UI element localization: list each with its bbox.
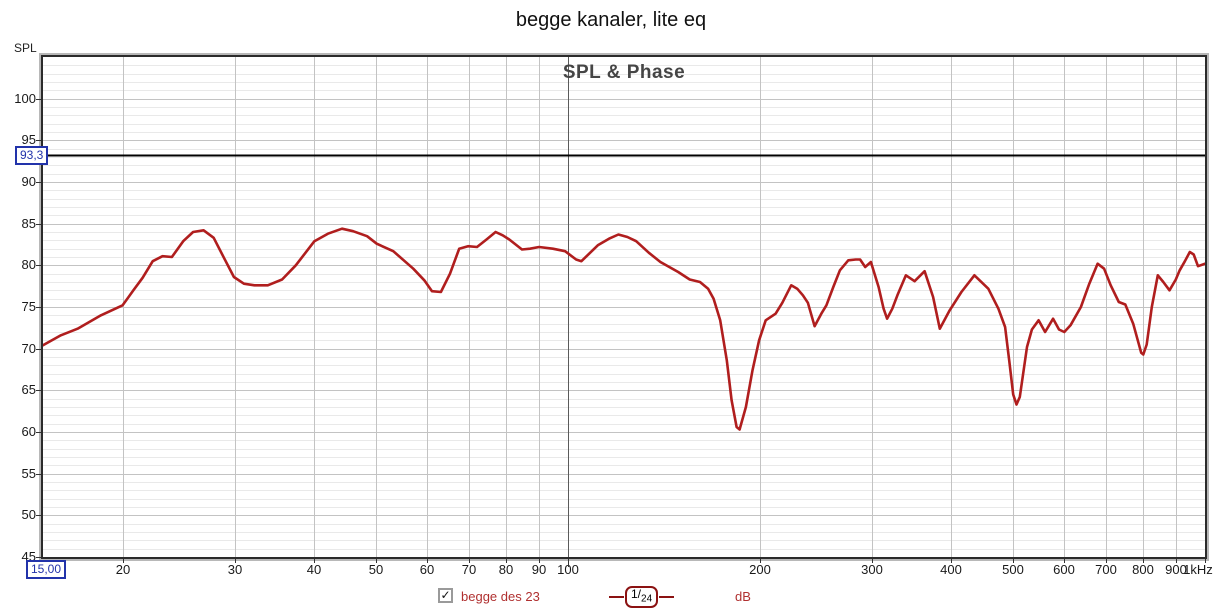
y-tick-label: 60 [21,424,36,439]
x-tick-mark [1143,559,1144,563]
y-tick-label: 95 [21,132,36,147]
x-tick-mark [951,559,952,563]
x-tick-mark [872,559,873,563]
y-axis-title: SPL [14,41,37,55]
x-tick-label: 800 [1132,562,1154,577]
y-tick-mark [36,432,41,433]
y-tick-mark [36,140,41,141]
y-tick-label: 55 [21,466,36,481]
marker-level-readout[interactable]: 93,3 [14,146,49,165]
y-tick-mark [36,515,41,516]
series-visibility-checkbox[interactable]: ✓ [438,588,453,603]
y-tick-label: 80 [21,257,36,272]
series-name-label[interactable]: begge des 23 [461,589,540,604]
y-tick-label: 90 [21,174,36,189]
x-tick-mark [123,559,124,563]
x-axis-start-readout[interactable]: 15,00 [25,560,67,579]
y-tick-mark [36,99,41,100]
y-tick-label: 100 [14,91,36,106]
y-tick-mark [36,390,41,391]
x-tick-label: 100 [557,562,579,577]
x-tick-mark [1064,559,1065,563]
x-tick-mark [427,559,428,563]
x-tick-label: 500 [1002,562,1024,577]
x-tick-mark [1176,559,1177,563]
y-tick-mark [36,349,41,350]
x-tick-mark [760,559,761,563]
x-tick-mark [1013,559,1014,563]
y-tick-mark [36,474,41,475]
smoothing-line-left-icon [609,596,624,598]
x-tick-label: 90 [531,562,547,577]
smoothing-value-badge[interactable]: 1/24 [625,585,659,609]
x-tick-label: 60 [419,562,435,577]
smoothing-line-right-icon [659,596,675,598]
x-tick-mark [376,559,377,563]
y-tick-label: 65 [21,382,36,397]
x-tick-label: 900 [1165,562,1187,577]
y-tick-mark [36,182,41,183]
y-tick-mark [36,265,41,266]
y-tick-label: 45 [21,549,36,564]
x-tick-mark [568,559,569,567]
x-tick-mark [1106,559,1107,563]
x-tick-label: 1kHz [1183,562,1213,577]
y-tick-mark [36,307,41,308]
y-tick-label: 75 [21,299,36,314]
x-tick-label: 40 [306,562,322,577]
x-tick-label: 400 [940,562,962,577]
x-tick-mark [539,559,540,563]
x-tick-mark [314,559,315,563]
x-tick-label: 20 [115,562,131,577]
x-tick-label: 200 [749,562,771,577]
x-tick-mark [506,559,507,563]
smoothing-prefix: 1/ [631,586,642,601]
y-tick-mark [36,557,41,558]
x-tick-label: 80 [498,562,514,577]
smoothing-control[interactable]: 1/24 [609,585,675,609]
x-tick-label: 300 [861,562,883,577]
spl-curve-chart [43,57,1205,557]
y-tick-label: 50 [21,507,36,522]
y-tick-label: 85 [21,216,36,231]
y-tick-label: 70 [21,341,36,356]
page-title: begge kanaler, lite eq [515,9,707,31]
x-tick-label: 600 [1053,562,1075,577]
x-tick-mark [1205,559,1206,563]
x-tick-label: 70 [461,562,477,577]
y-tick-mark [36,224,41,225]
x-tick-mark [235,559,236,563]
chart-plot-area [39,53,1209,561]
x-tick-mark [469,559,470,563]
x-tick-label: 30 [227,562,243,577]
unit-label: dB [735,589,751,604]
x-tick-label: 50 [368,562,384,577]
smoothing-denominator: 24 [641,593,653,605]
x-tick-label: 700 [1095,562,1117,577]
